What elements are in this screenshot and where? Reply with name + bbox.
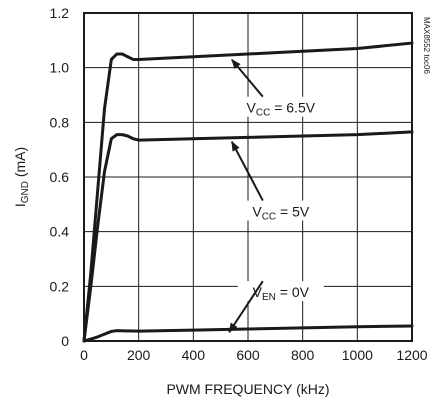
y-tick-label: 1.2	[50, 5, 70, 21]
series-line-3	[82, 324, 414, 343]
x-tick-label: 200	[127, 347, 151, 363]
y-tick-label: 0.2	[50, 278, 70, 294]
plot-frame	[83, 12, 413, 342]
x-axis-title: PWM FREQUENCY (kHz)	[166, 381, 329, 397]
y-axis-ticks: 0 0.2 0.4 0.6 0.8 1.0 1.2	[50, 5, 70, 349]
y-tick-label: 0.6	[50, 169, 70, 185]
series-label-1: VCC = 6.5V	[247, 100, 316, 119]
annotation-arrow	[231, 58, 264, 98]
y-tick-label: 0.4	[50, 224, 70, 240]
annotation-bg	[237, 200, 324, 221]
annotation-arrow	[230, 140, 264, 201]
x-tick-label: 600	[236, 347, 260, 363]
x-tick-label: 400	[182, 347, 206, 363]
x-tick-label: 1200	[396, 347, 427, 363]
watermark: MAX8552 toc06	[422, 17, 431, 74]
x-axis-ticks: 0 200 400 600 800 1000 1200	[80, 347, 428, 363]
annotation-bg	[237, 96, 324, 117]
series-layer	[82, 41, 414, 343]
x-tick-label: 800	[291, 347, 315, 363]
y-tick-label: 0.8	[50, 114, 70, 130]
y-tick-label: 1.0	[50, 60, 70, 76]
series-line-2	[82, 130, 414, 343]
series-label-2: VCC = 5V	[252, 204, 310, 223]
x-tick-label: 0	[80, 347, 88, 363]
annotation-layer: VCC = 6.5V VCC = 5V VEN = 0V	[228, 58, 324, 334]
y-axis-title: IGND (mA)	[12, 147, 31, 207]
series-line-1	[82, 41, 414, 343]
y-tick-label: 0	[61, 333, 69, 349]
x-tick-label: 1000	[342, 347, 373, 363]
series-label-3: VEN = 0V	[253, 284, 310, 303]
annotation-arrow	[228, 280, 264, 334]
